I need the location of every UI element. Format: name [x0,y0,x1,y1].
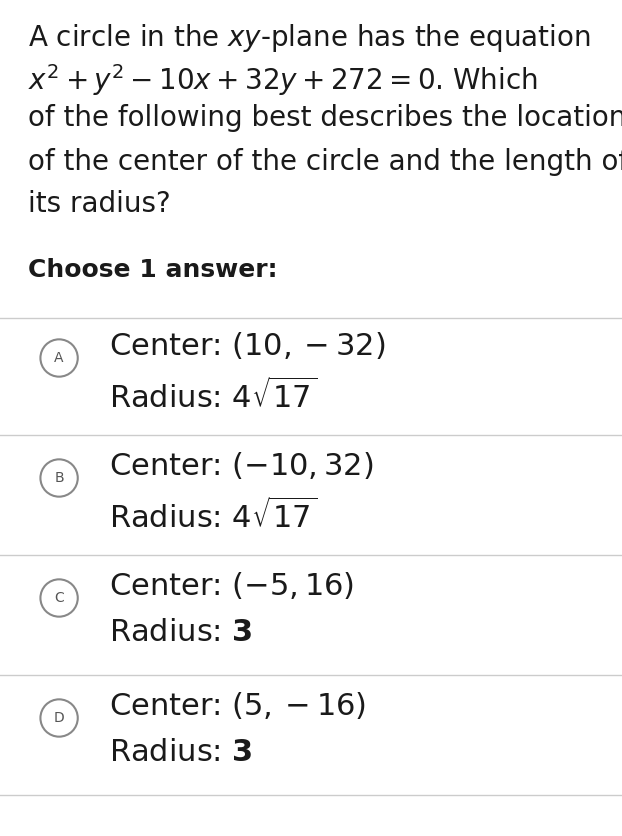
Text: its radius?: its radius? [28,190,171,218]
Text: Center: $(10, -32)$: Center: $(10, -32)$ [109,330,386,361]
Text: of the center of the circle and the length of: of the center of the circle and the leng… [28,148,622,176]
Text: Radius: $\mathbf{3}$: Radius: $\mathbf{3}$ [109,618,253,647]
Text: Radius: $4\sqrt{17}$: Radius: $4\sqrt{17}$ [109,498,317,534]
Text: D: D [53,711,65,725]
Text: B: B [54,471,64,485]
Text: Radius: $\mathbf{3}$: Radius: $\mathbf{3}$ [109,738,253,767]
Text: Choose 1 answer:: Choose 1 answer: [28,258,277,282]
Text: Center: $(-10, 32)$: Center: $(-10, 32)$ [109,450,373,481]
Text: C: C [54,591,64,605]
Text: Radius: $4\sqrt{17}$: Radius: $4\sqrt{17}$ [109,378,317,414]
Text: A: A [54,351,64,365]
Text: of the following best describes the location: of the following best describes the loca… [28,104,622,132]
Text: $x^2 + y^2 - 10x + 32y + 272 = 0$. Which: $x^2 + y^2 - 10x + 32y + 272 = 0$. Which [28,62,538,98]
Text: Center: $(5, -16)$: Center: $(5, -16)$ [109,690,366,721]
Text: A circle in the $\mathit{xy}$-plane has the equation: A circle in the $\mathit{xy}$-plane has … [28,22,590,54]
Text: Center: $(-5, 16)$: Center: $(-5, 16)$ [109,570,354,601]
